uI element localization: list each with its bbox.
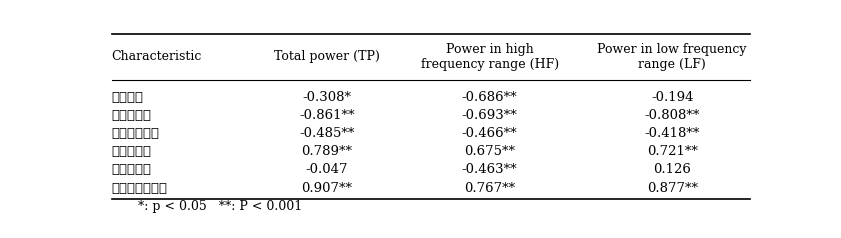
Text: -0.693**: -0.693** (462, 109, 517, 122)
Text: 0.721**: 0.721** (647, 145, 697, 158)
Text: -0.047: -0.047 (305, 164, 348, 176)
Text: 누적피로도: 누적피로도 (112, 109, 151, 122)
Text: 0.907**: 0.907** (301, 182, 352, 195)
Text: 0.789**: 0.789** (301, 145, 352, 158)
Text: Total power (TP): Total power (TP) (274, 50, 379, 64)
Text: -0.485**: -0.485** (299, 127, 354, 140)
Text: 심장건강도: 심장건강도 (112, 145, 151, 158)
Text: Characteristic: Characteristic (112, 50, 202, 64)
Text: Power in low frequency
range (LF): Power in low frequency range (LF) (597, 43, 747, 71)
Text: *: p < 0.05   **: P < 0.001: *: p < 0.05 **: P < 0.001 (138, 200, 302, 213)
Text: 자율신경나이: 자율신경나이 (112, 127, 160, 140)
Text: -0.463**: -0.463** (462, 164, 517, 176)
Text: -0.194: -0.194 (651, 91, 694, 104)
Text: -0.308*: -0.308* (302, 91, 352, 104)
Text: -0.861**: -0.861** (299, 109, 354, 122)
Text: 0.126: 0.126 (653, 164, 691, 176)
Text: 0.877**: 0.877** (647, 182, 698, 195)
Text: 자율신경건강도: 자율신경건강도 (112, 182, 167, 195)
Text: 0.675**: 0.675** (464, 145, 516, 158)
Text: -0.808**: -0.808** (644, 109, 700, 122)
Text: 스트레스: 스트레스 (112, 91, 144, 104)
Text: 0.767**: 0.767** (464, 182, 516, 195)
Text: -0.418**: -0.418** (644, 127, 700, 140)
Text: 신체활력도: 신체활력도 (112, 164, 151, 176)
Text: -0.466**: -0.466** (462, 127, 517, 140)
Text: Power in high
frequency range (HF): Power in high frequency range (HF) (420, 43, 558, 71)
Text: -0.686**: -0.686** (462, 91, 517, 104)
